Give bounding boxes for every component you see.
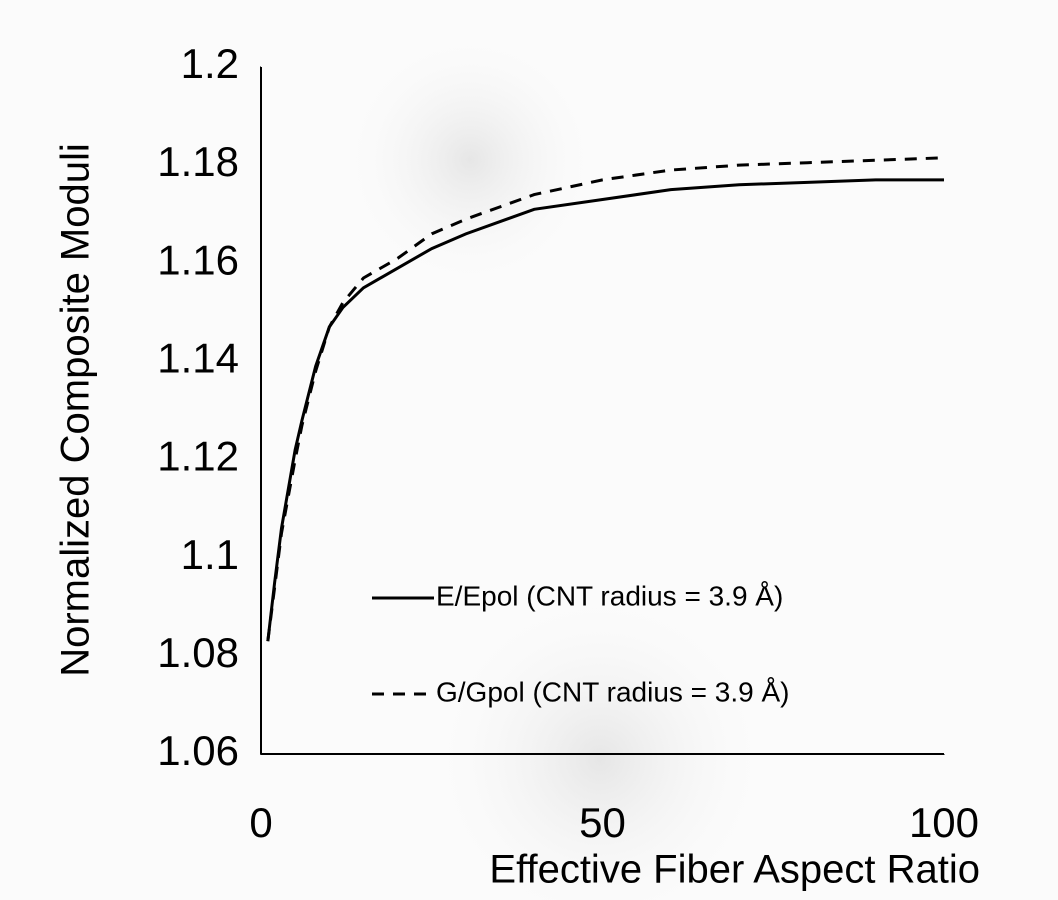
data-line	[266, 178, 944, 642]
x-tick-label: 100	[909, 799, 979, 846]
x-axis-title: Effective Fiber Aspect Ratio	[489, 848, 980, 892]
y-tick-label: 1.12	[157, 433, 239, 480]
x-tick-label: 0	[249, 799, 272, 846]
x-tick-label: 50	[579, 799, 626, 846]
y-axis-title: Normalized Composite Moduli	[54, 143, 98, 677]
y-tick-label: 1.18	[157, 138, 239, 185]
y-tick-label: 1.2	[181, 40, 239, 87]
background-shape	[440, 600, 760, 900]
y-tick-label: 1.08	[157, 629, 239, 676]
background-shape	[350, 40, 590, 280]
y-tick-label: 1.1	[181, 531, 239, 578]
legend-label: G/Gpol (CNT radius = 3.9 Å)	[436, 676, 790, 707]
data-line	[266, 156, 945, 642]
y-tick-label: 1.14	[157, 335, 239, 382]
y-tick-label: 1.06	[157, 727, 239, 774]
y-tick-label: 1.16	[157, 236, 239, 283]
legend-label: E/Epol (CNT radius = 3.9 Å)	[436, 580, 783, 611]
